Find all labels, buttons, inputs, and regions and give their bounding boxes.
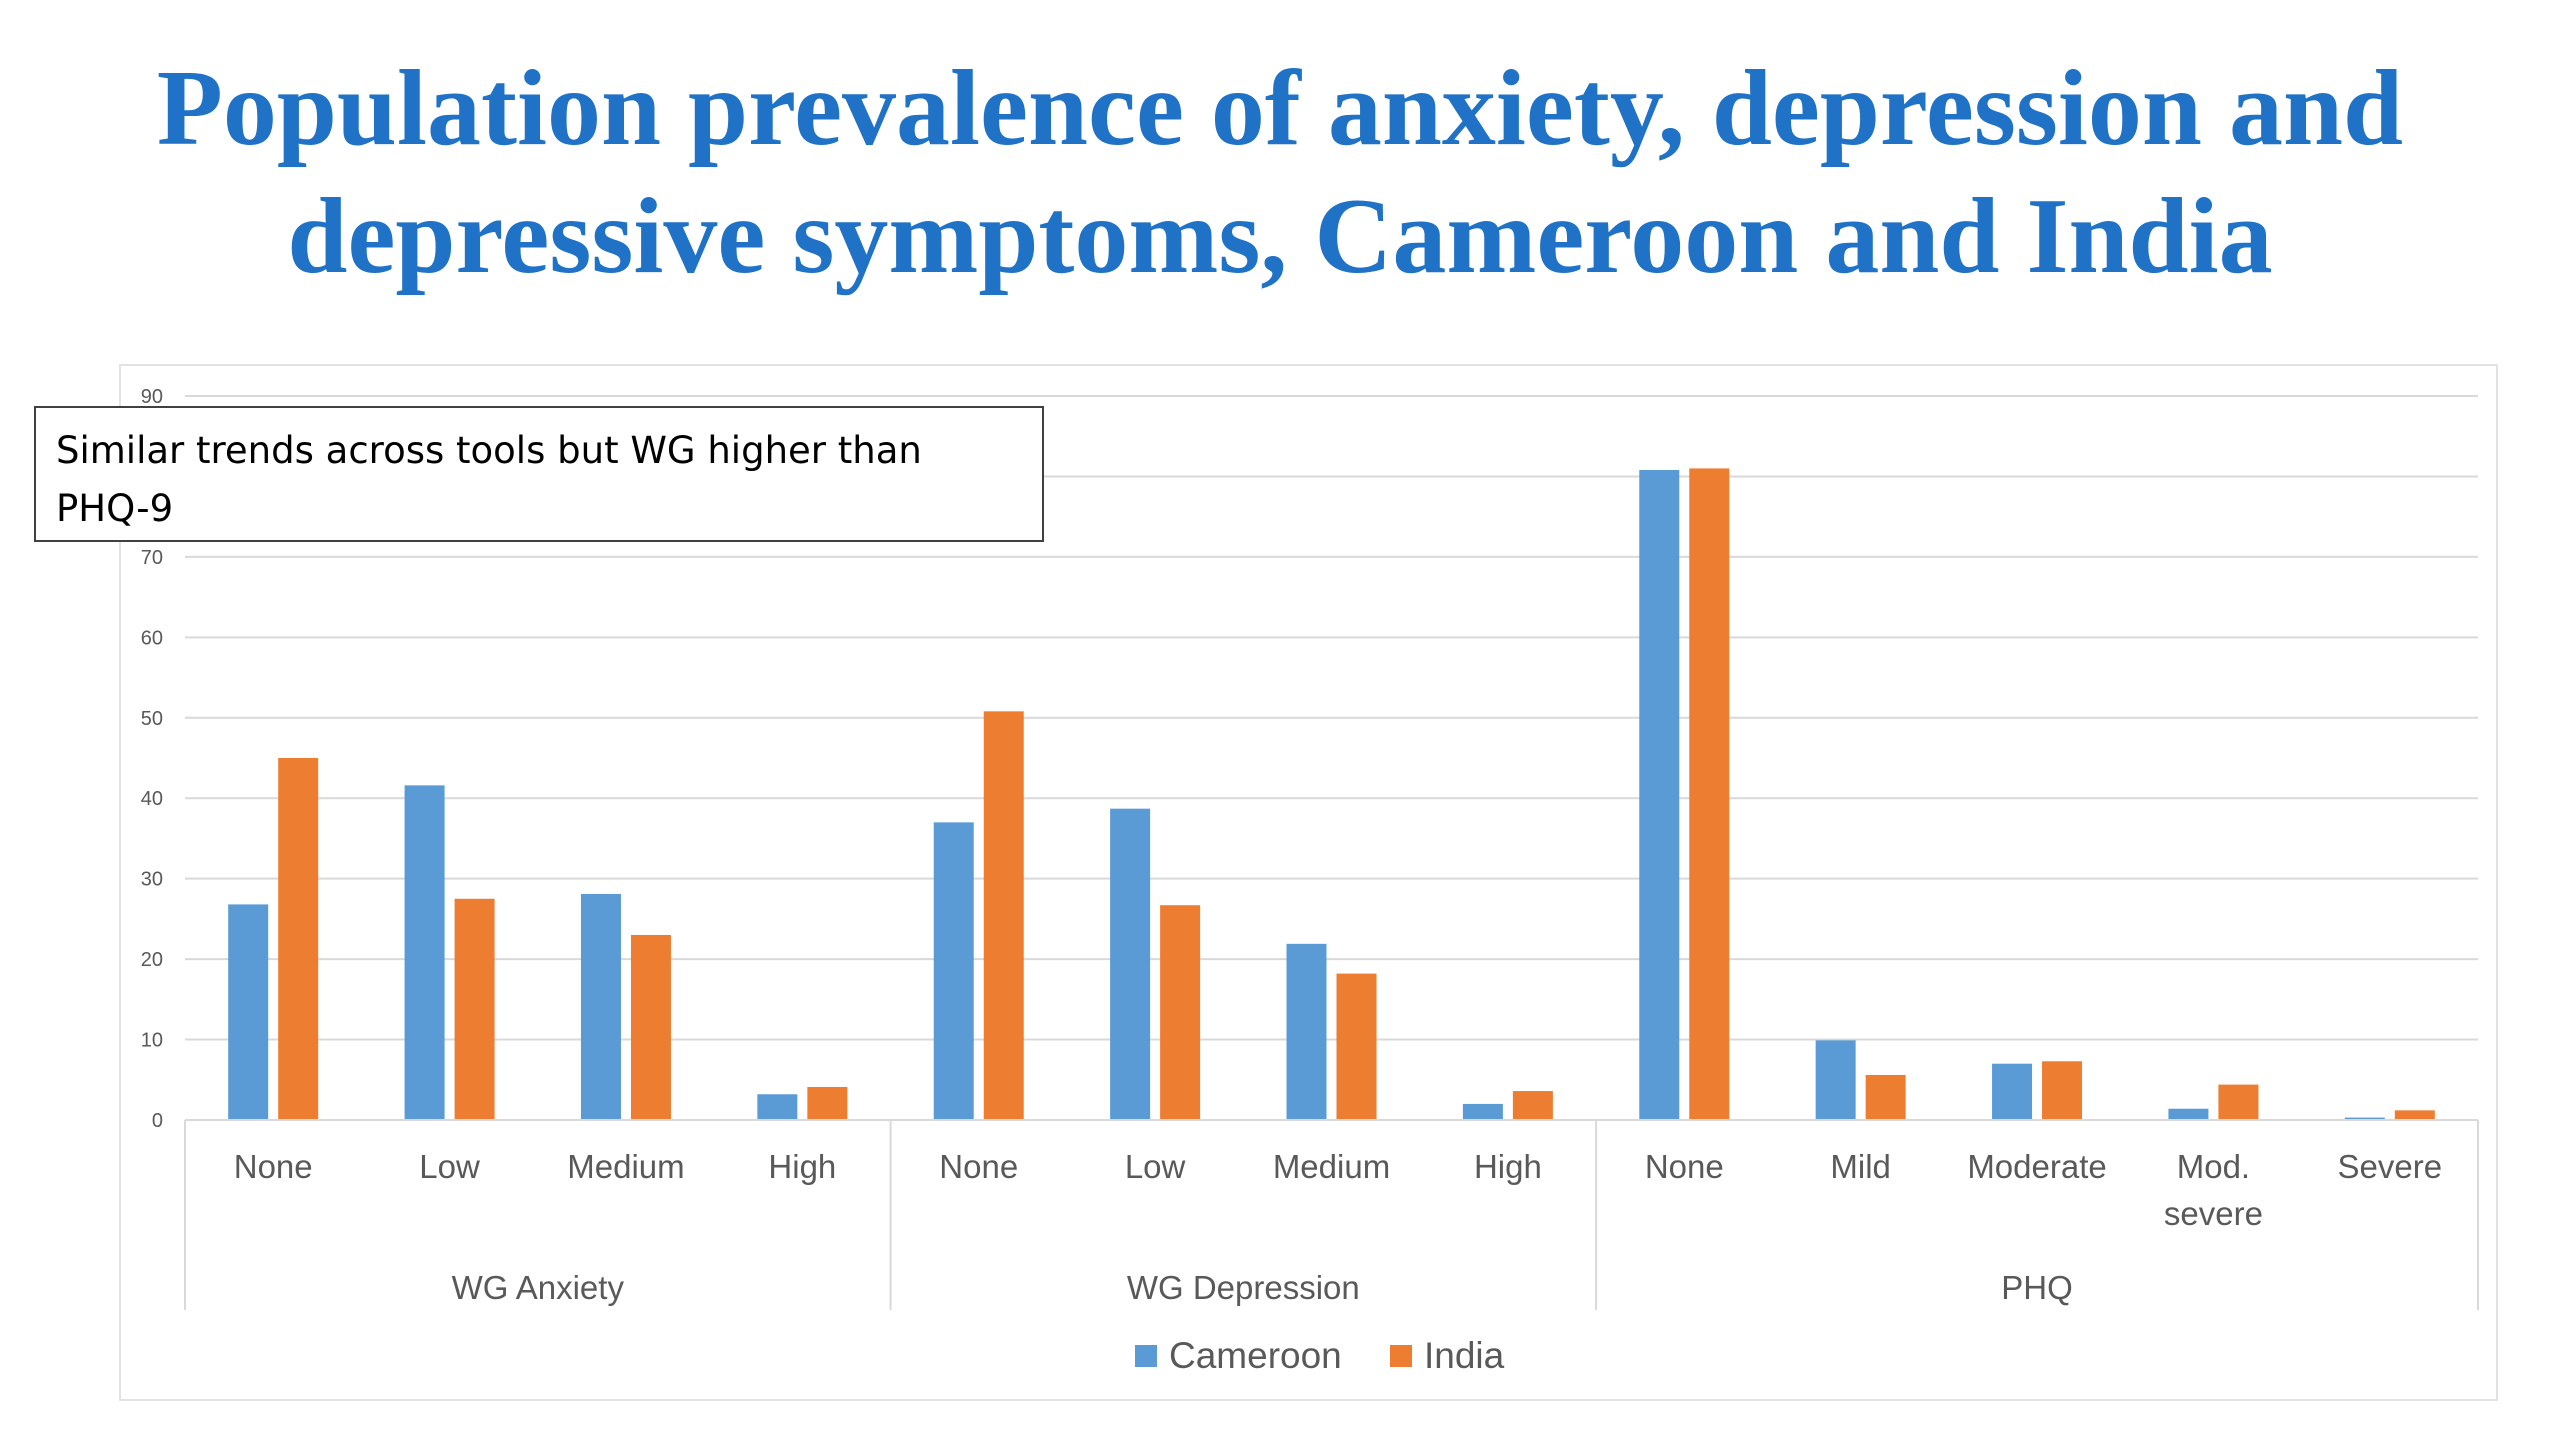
bar-india-12 [2394,1110,2435,1120]
legend-swatch-india [1390,1345,1412,1367]
bar-cameroon-5 [1110,808,1151,1120]
x-group-label: WG Depression [1127,1269,1360,1306]
x-group-label: WG Anxiety [452,1269,625,1306]
bar-india-3 [807,1087,848,1120]
bar-india-6 [1336,973,1377,1120]
slide-title-line-2: depressive symptoms, Cameroon and India [287,177,2273,296]
x-category-label: Mild [1830,1148,1891,1185]
x-category-label: severe [2164,1195,2263,1232]
x-axis: None Low Medium High WG Anxiety None Low Medium… [184,1119,2479,1310]
y-tick-label: 30 [141,869,163,891]
y-axis-ticks: 0102030405060708090 [141,386,163,1132]
legend-swatch-cameroon [1135,1345,1157,1367]
bar-india-9 [1865,1074,1906,1120]
bar-india-11 [2218,1084,2259,1120]
y-tick-label: 70 [141,547,163,569]
x-category-label: Medium [567,1148,684,1185]
bar-india-1 [454,898,495,1120]
bar-cameroon-1 [404,785,445,1120]
bar-india-4 [983,711,1024,1120]
bar-india-2 [630,934,671,1120]
x-category-label: None [1645,1148,1724,1185]
x-category-label: Severe [2338,1148,2443,1185]
bar-cameroon-11 [2168,1108,2209,1120]
bar-cameroon-12 [2344,1117,2385,1120]
bar-cameroon-4 [933,822,974,1120]
x-category-label: High [768,1148,836,1185]
x-category-label: High [1474,1148,1542,1185]
slide-title-line-1: Population prevalence of anxiety, depres… [156,49,2404,168]
legend: Cameroon India [1135,1335,1505,1376]
y-tick-label: 50 [141,708,163,730]
y-tick-label: 60 [141,627,163,649]
y-tick-label: 0 [152,1110,163,1132]
x-category-label: Moderate [1967,1148,2106,1185]
bar-india-5 [1160,905,1201,1120]
y-tick-label: 10 [141,1030,163,1052]
legend-label-cameroon: Cameroon [1169,1335,1342,1376]
slide-title: Population prevalence of anxiety, depres… [0,45,2560,301]
bar-india-10 [2042,1061,2083,1120]
legend-label-india: India [1424,1335,1505,1376]
bar-cameroon-8 [1639,470,1680,1120]
y-tick-label: 90 [141,386,163,408]
bar-cameroon-0 [228,904,269,1120]
bars [228,468,2435,1120]
bar-cameroon-2 [580,893,621,1120]
bar-cameroon-10 [1992,1063,2033,1120]
x-category-label: None [939,1148,1018,1185]
bar-india-7 [1512,1091,1553,1120]
x-category-label: None [234,1148,313,1185]
bar-cameroon-6 [1286,943,1327,1120]
x-category-label: Low [1125,1148,1186,1185]
bar-india-8 [1689,468,1730,1120]
bar-india-0 [278,758,319,1120]
x-category-label: Mod. [2177,1148,2250,1185]
bar-cameroon-7 [1462,1103,1503,1120]
y-tick-label: 20 [141,949,163,971]
bar-cameroon-3 [757,1094,798,1120]
x-group-label: PHQ [2001,1269,2073,1306]
x-category-label: Medium [1273,1148,1390,1185]
bar-cameroon-9 [1815,1040,1856,1120]
x-category-label: Low [419,1148,480,1185]
callout-note: Similar trends across tools but WG highe… [34,406,1044,542]
y-tick-label: 40 [141,788,163,810]
